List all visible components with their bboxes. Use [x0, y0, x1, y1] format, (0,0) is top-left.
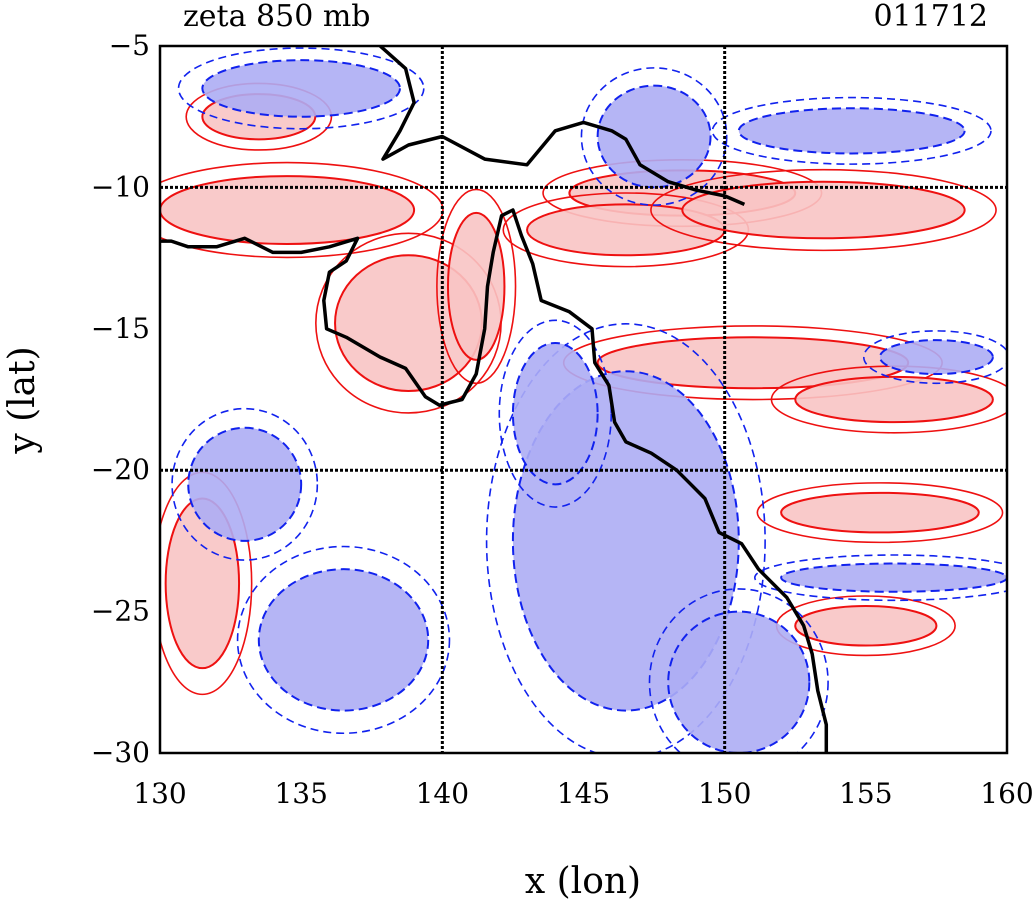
negative-vorticity-region: [780, 562, 1007, 593]
negative-contour-line: [177, 47, 425, 130]
negative-contour-line: [580, 67, 728, 206]
negative-vorticity-region: [187, 426, 303, 542]
negative-contour-line: [711, 96, 992, 165]
y-axis-label: y (lat): [2, 346, 43, 454]
negative-vorticity-region: [201, 59, 401, 118]
vorticity-field: [160, 47, 1007, 753]
y-tick-label: −30: [91, 736, 150, 769]
negative-contour-line: [236, 545, 451, 735]
positive-contour-line: [650, 168, 997, 252]
positive-vorticity-region: [681, 180, 966, 240]
positive-vorticity-region: [794, 375, 994, 424]
positive-vorticity-region: [794, 604, 938, 647]
plot-frame: [158, 44, 1009, 755]
y-tick-label: −10: [91, 170, 150, 203]
x-tick-label: 155: [839, 777, 892, 810]
x-tick-label: 145: [557, 777, 610, 810]
x-tick-label: 140: [416, 777, 469, 810]
gridlines: [160, 46, 1007, 753]
negative-contour-line: [754, 554, 1007, 602]
positive-vorticity-region: [160, 175, 416, 245]
y-tick-label: −5: [109, 29, 150, 62]
negative-contour-line: [648, 588, 829, 753]
x-tick-label: 160: [980, 777, 1033, 810]
negative-contour-line: [171, 407, 319, 561]
negative-contour-line: [485, 323, 766, 753]
y-tick-label: −15: [91, 312, 150, 345]
positive-vorticity-region: [780, 491, 980, 534]
negative-vorticity-region: [596, 84, 712, 189]
y-tick-labels: −5 −10 −15 −20 −25 −30: [91, 29, 150, 769]
new-guinea-coastline: [379, 46, 746, 207]
positive-contour-line: [436, 188, 517, 385]
negative-vorticity-region: [737, 107, 966, 155]
negative-vorticity-region: [511, 341, 599, 486]
chart-title: zeta 850 mb: [183, 0, 371, 34]
x-tick-label: 130: [133, 777, 186, 810]
positive-contour-line: [160, 161, 444, 259]
negative-vorticity-region: [667, 610, 811, 753]
positive-vorticity-region: [446, 211, 506, 361]
positive-contour-line: [756, 482, 1004, 544]
x-tick-label: 150: [698, 777, 751, 810]
negative-contour-line: [863, 330, 1007, 385]
y-tick-label: −25: [91, 595, 150, 628]
chart-subtitle: 011712: [873, 0, 988, 34]
x-axis-label: x (lon): [525, 861, 641, 902]
coastline: [160, 46, 829, 753]
x-tick-label: 135: [274, 777, 327, 810]
negative-vorticity-region: [257, 568, 430, 712]
x-tick-labels: 130 135 140 145 150 155 160: [133, 777, 1033, 810]
negative-contour-line: [498, 319, 613, 508]
negative-vorticity-region: [878, 339, 994, 376]
australia-coastline: [160, 208, 829, 753]
y-tick-label: −20: [91, 453, 150, 486]
